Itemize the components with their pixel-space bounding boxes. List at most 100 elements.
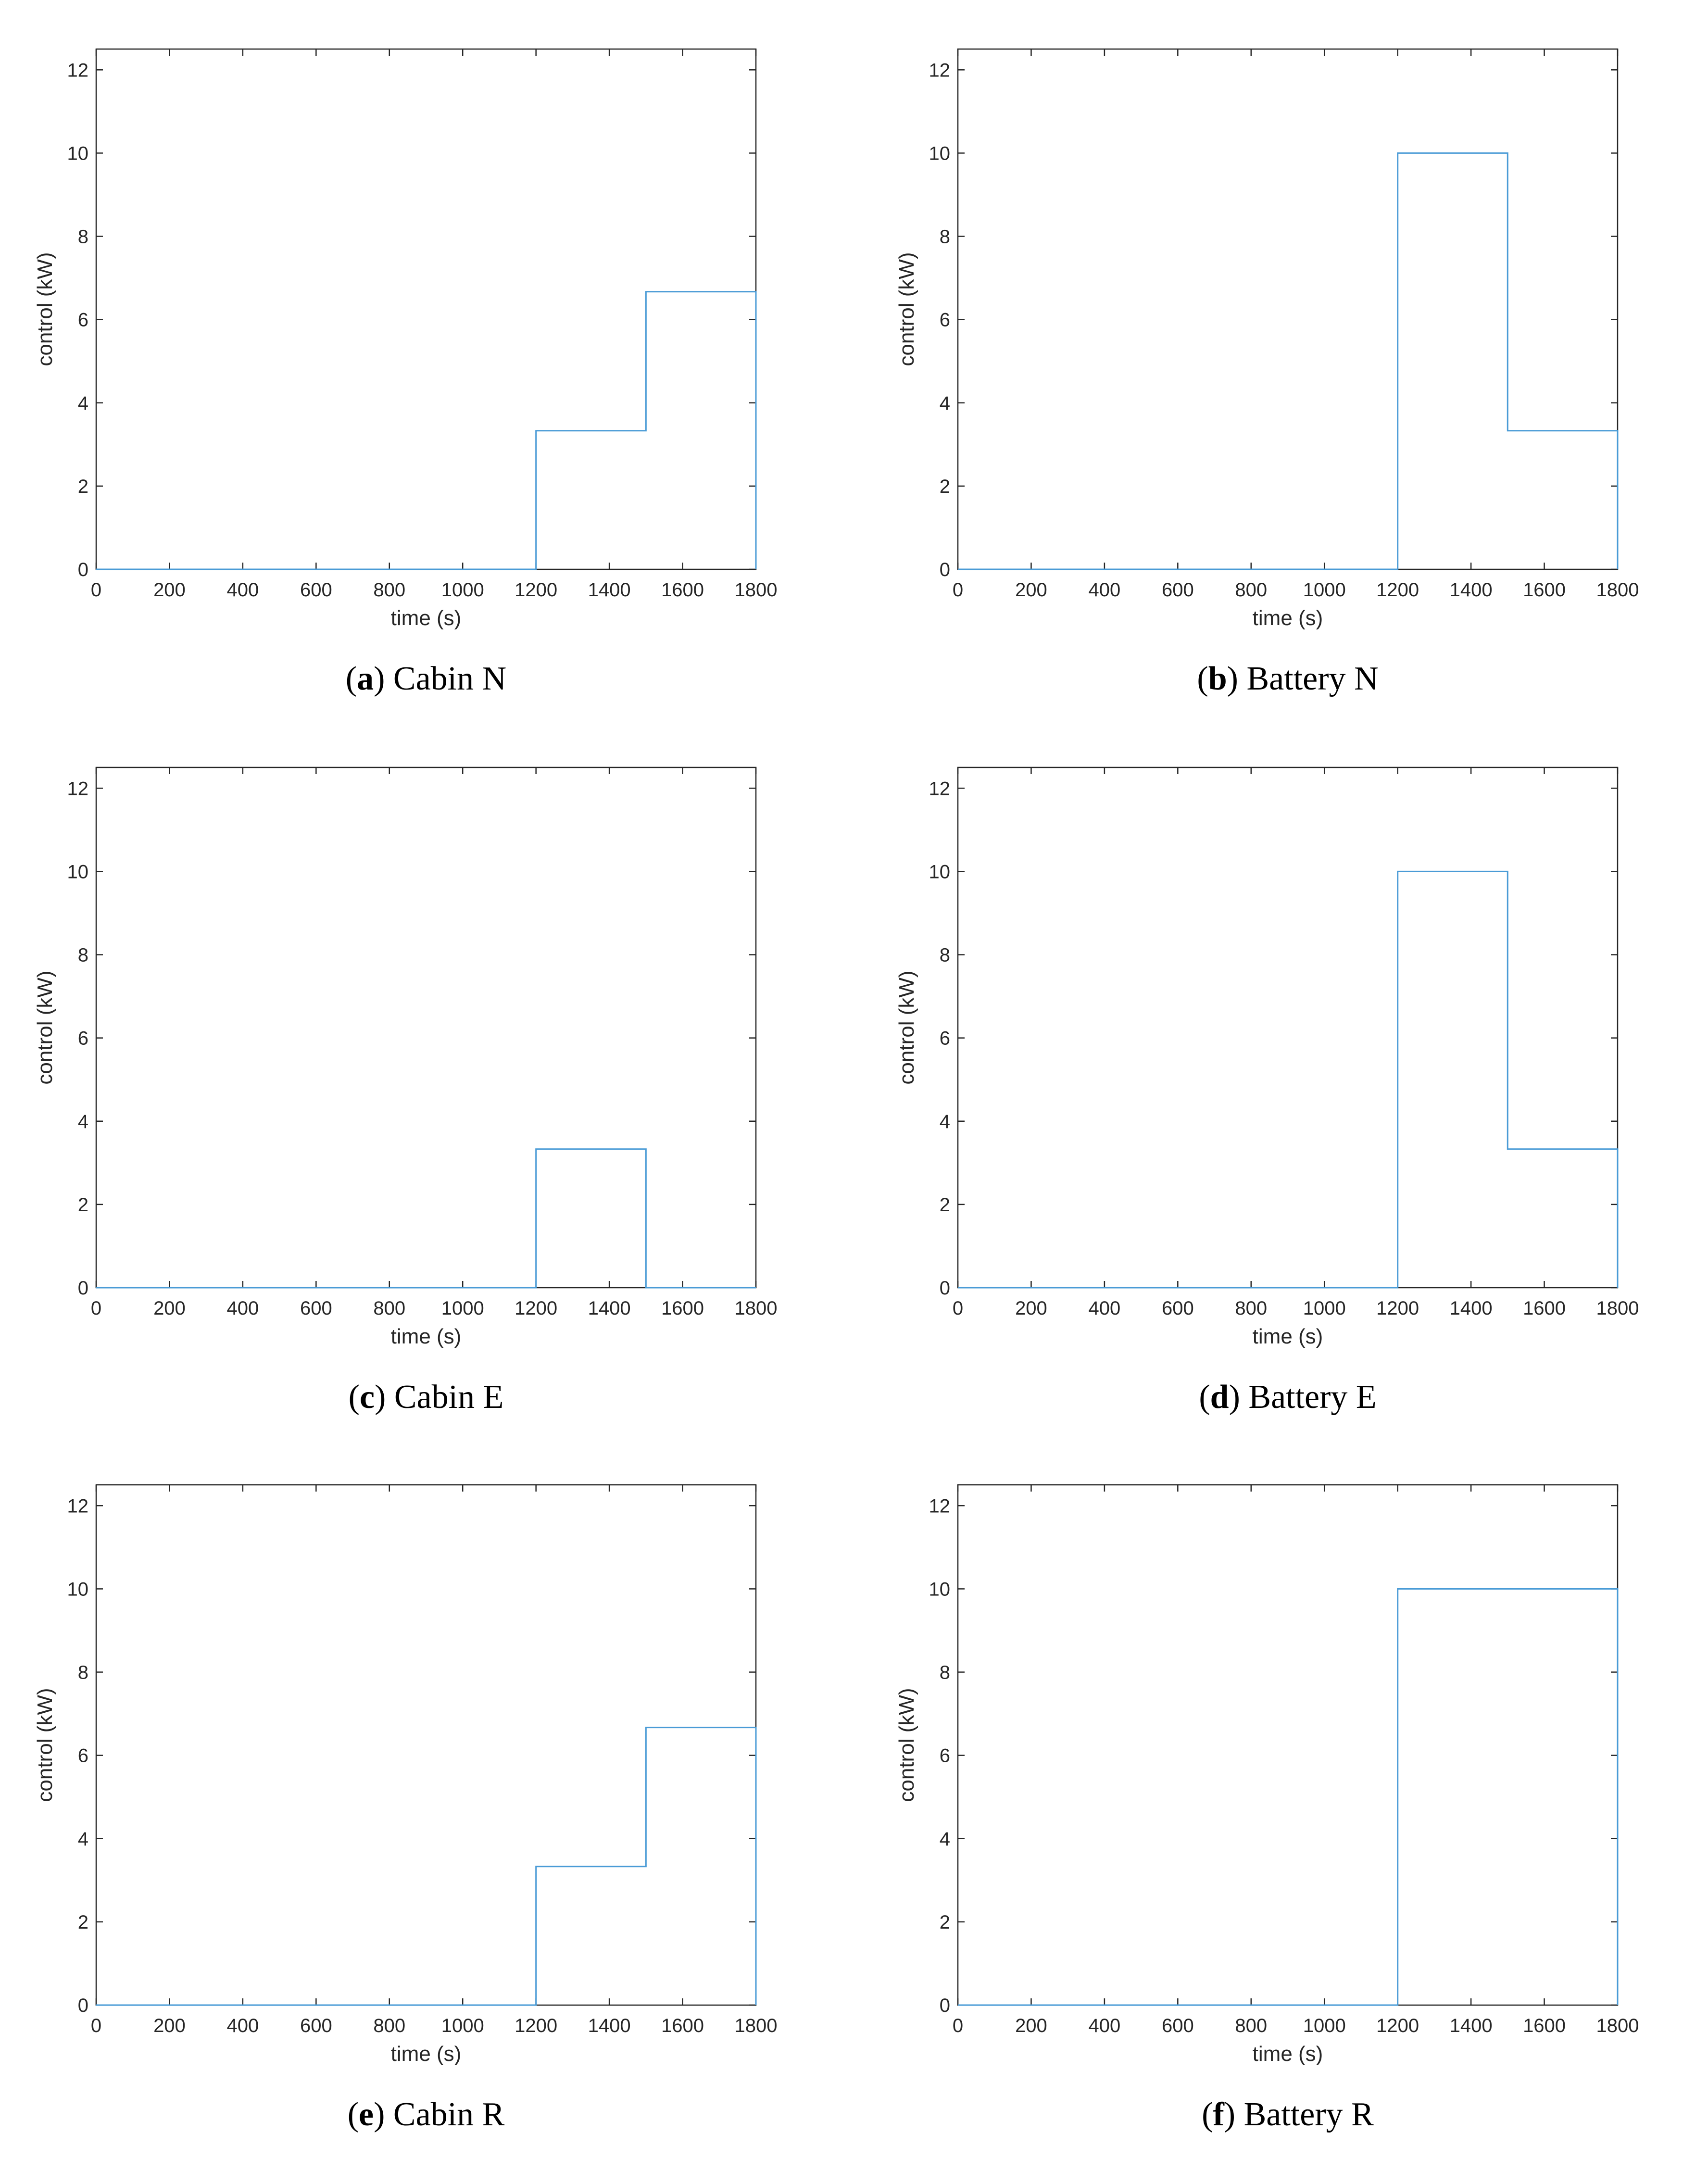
x-tick-label: 0 — [953, 1298, 963, 1319]
y-tick-label: 4 — [940, 1829, 950, 1850]
y-tick-label: 12 — [67, 60, 89, 81]
y-axis-label: control (kW) — [33, 252, 57, 366]
x-tick-label: 200 — [153, 1298, 186, 1319]
panel-f: 0 200 400 600 800 1000 1200 1400 1600 1800 0 2 4 6 8 10… — [895, 1484, 1639, 2133]
x-tick-label: 1600 — [1523, 1298, 1566, 1319]
series-line — [96, 291, 757, 570]
caption-text: Battery E — [1248, 1379, 1376, 1416]
panel-c: 0 200 400 600 800 1000 1200 1400 1600 1800 0 2 4 6 8 10… — [33, 766, 778, 1416]
x-tick-label: 1800 — [735, 579, 778, 601]
y-tick-label: 2 — [940, 476, 950, 497]
x-tick-label: 1200 — [515, 579, 557, 601]
caption-paren-open: ( — [1197, 660, 1208, 697]
x-tick-label: 0 — [91, 2015, 101, 2036]
x-axis-label: time (s) — [1253, 606, 1323, 630]
y-tick-label: 4 — [78, 1829, 88, 1850]
panel-caption: (a) Cabin N — [346, 660, 506, 697]
plot-area — [95, 1484, 757, 2006]
x-tick-label: 1400 — [1450, 2015, 1493, 2036]
x-tick-label: 800 — [1235, 2015, 1267, 2036]
x-tick-label: 1000 — [1303, 579, 1346, 601]
y-tick-label: 0 — [940, 1278, 950, 1299]
y-tick-label: 0 — [940, 559, 950, 580]
caption-paren-close: ) — [375, 1379, 394, 1416]
x-tick-label: 1400 — [1450, 1298, 1493, 1319]
y-tick-label: 6 — [940, 1745, 950, 1767]
x-tick-label: 600 — [300, 579, 332, 601]
y-tick-label: 2 — [78, 476, 88, 497]
x-tick-label: 1000 — [441, 2015, 484, 2036]
caption-paren-close: ) — [1229, 1379, 1249, 1416]
y-tick-label: 8 — [78, 226, 88, 248]
caption-letter: b — [1208, 660, 1227, 697]
y-tick-label: 6 — [78, 1028, 88, 1049]
y-tick-label: 0 — [940, 1995, 950, 2016]
y-tick-label: 12 — [929, 60, 951, 81]
x-axis-label: time (s) — [391, 1325, 462, 1348]
y-tick-label: 10 — [929, 1579, 951, 1600]
caption-paren-close: ) — [1224, 2096, 1244, 2133]
x-tick-label: 1400 — [588, 1298, 631, 1319]
panel-caption: (b) Battery N — [1197, 660, 1378, 697]
x-tick-label: 1200 — [1376, 1298, 1419, 1319]
x-tick-label: 1800 — [1596, 579, 1639, 601]
caption-text: Cabin E — [394, 1379, 503, 1416]
y-tick-label: 10 — [67, 143, 89, 164]
x-tick-label: 1600 — [661, 1298, 704, 1319]
x-tick-label: 400 — [227, 1298, 259, 1319]
x-tick-label: 1800 — [1596, 1298, 1639, 1319]
x-tick-label: 1800 — [735, 1298, 778, 1319]
x-tick-label: 600 — [1162, 2015, 1194, 2036]
y-tick-label: 0 — [78, 1995, 88, 2016]
x-axis-label: time (s) — [391, 606, 462, 630]
y-tick-label: 6 — [78, 310, 88, 331]
caption-letter: c — [360, 1379, 375, 1416]
x-tick-label: 1400 — [1450, 579, 1493, 601]
caption-text: Cabin N — [393, 660, 506, 697]
x-tick-label: 1200 — [1376, 579, 1419, 601]
panel-caption: (d) Battery E — [1199, 1379, 1376, 1416]
x-tick-label: 1000 — [1303, 2015, 1346, 2036]
plot-area — [957, 48, 1619, 570]
series-line — [958, 1588, 1619, 2006]
caption-paren-close: ) — [374, 2096, 393, 2133]
caption-text: Cabin R — [393, 2096, 505, 2133]
x-tick-label: 1400 — [588, 2015, 631, 2036]
x-tick-label: 400 — [227, 579, 259, 601]
caption-paren-open: ( — [1202, 2096, 1213, 2133]
y-tick-label: 12 — [67, 1495, 89, 1517]
x-tick-label: 0 — [953, 2015, 963, 2036]
caption-paren-open: ( — [349, 1379, 360, 1416]
x-tick-label: 200 — [153, 2015, 186, 2036]
x-tick-label: 400 — [227, 2015, 259, 2036]
y-tick-label: 8 — [78, 1662, 88, 1683]
y-axis-label: control (kW) — [895, 1688, 918, 1802]
y-tick-label: 12 — [929, 1495, 951, 1517]
x-tick-label: 0 — [91, 579, 101, 601]
y-axis-label: control (kW) — [33, 970, 57, 1084]
panel-b: 0 200 400 600 800 1000 1200 1400 1600 1800 0 2 4 6 8 10… — [895, 48, 1639, 697]
panel-caption: (f) Battery R — [1202, 2096, 1374, 2133]
x-tick-label: 1600 — [1523, 2015, 1566, 2036]
x-tick-label: 1200 — [1376, 2015, 1419, 2036]
y-axis-label: control (kW) — [895, 970, 918, 1084]
x-tick-label: 1000 — [1303, 1298, 1346, 1319]
y-tick-label: 6 — [940, 1028, 950, 1049]
panel-a: 0 200 400 600 800 1000 1200 1400 1600 1800 0 2 4 6 8 10… — [33, 48, 778, 697]
series-line — [958, 870, 1619, 1289]
x-tick-label: 1800 — [1596, 2015, 1639, 2036]
plot-area — [95, 48, 757, 570]
y-tick-label: 12 — [67, 778, 89, 799]
x-tick-label: 400 — [1089, 2015, 1121, 2036]
y-tick-label: 10 — [929, 143, 951, 164]
x-axis-label: time (s) — [391, 2042, 462, 2066]
panel-caption: (c) Cabin E — [349, 1379, 504, 1416]
y-tick-label: 2 — [78, 1194, 88, 1216]
y-tick-label: 4 — [78, 393, 88, 414]
y-tick-label: 6 — [940, 310, 950, 331]
x-tick-label: 800 — [373, 1298, 405, 1319]
caption-paren-open: ( — [1199, 1379, 1210, 1416]
panel-e: 0 200 400 600 800 1000 1200 1400 1600 1800 0 2 4 6 8 10… — [33, 1484, 777, 2133]
y-tick-label: 8 — [940, 1662, 950, 1683]
